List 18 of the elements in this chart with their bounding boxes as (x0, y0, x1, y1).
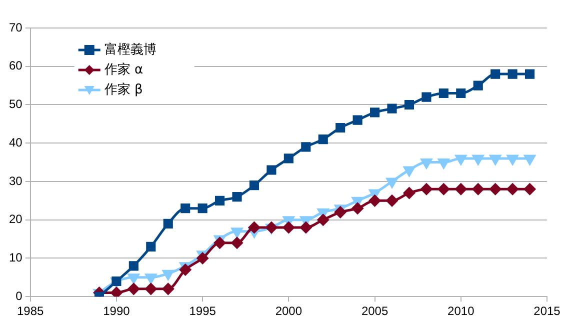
legend-label: 作家 α (103, 61, 144, 78)
x-tick-label: 2010 (448, 304, 475, 318)
x-tick-label: 1985 (16, 304, 44, 318)
legend-label: 富樫義博 (104, 41, 156, 58)
x-tick-label: 1995 (189, 304, 216, 318)
y-tick-label: 60 (8, 58, 23, 73)
y-tick-label: 10 (8, 250, 23, 265)
y-tick-label: 0 (16, 288, 23, 303)
y-tick-label: 70 (8, 20, 23, 34)
y-tick-label: 50 (8, 97, 23, 112)
x-tick-label: 2005 (361, 304, 388, 318)
x-tick-label: 2000 (275, 304, 302, 318)
x-tick-label: 2015 (534, 304, 561, 318)
y-tick-label: 20 (8, 212, 23, 226)
y-tick-label: 40 (8, 135, 23, 150)
y-tick-label: 30 (8, 174, 23, 188)
x-tick-label: 1990 (103, 304, 130, 318)
legend-label: 作家 β (103, 81, 143, 98)
